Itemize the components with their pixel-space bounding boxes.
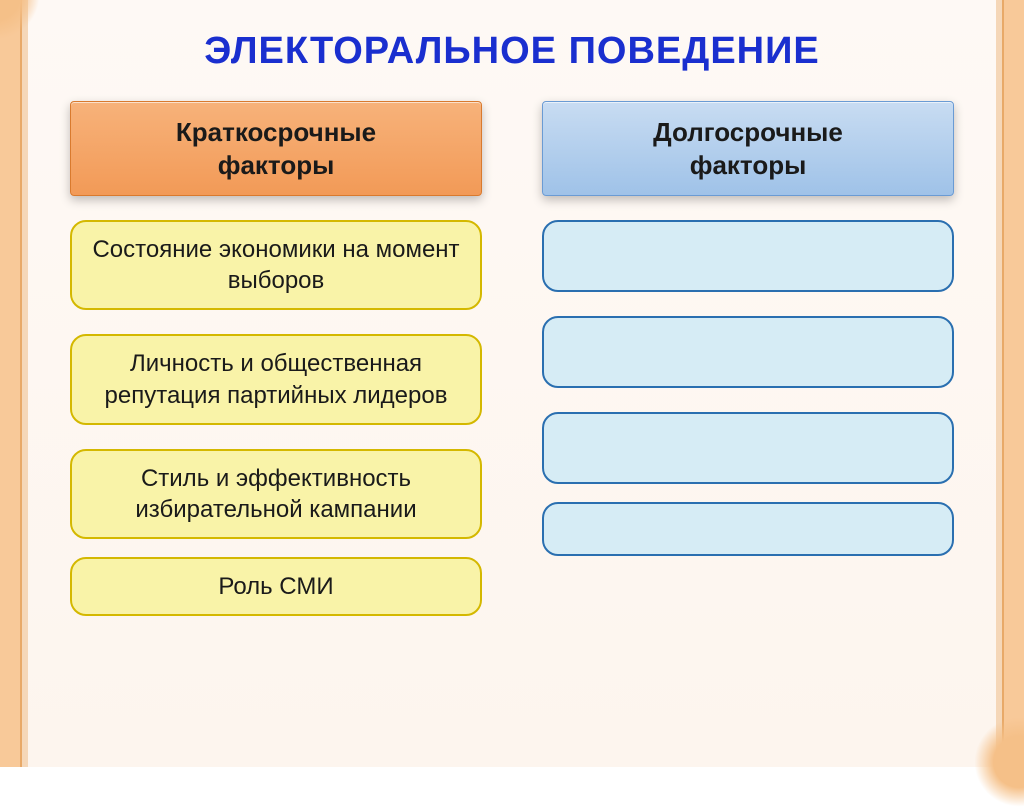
left-header-line1: Краткосрочные — [176, 117, 376, 147]
right-column-header: Долгосрочные факторы — [542, 101, 954, 196]
right-item-3 — [542, 412, 954, 484]
left-item-4: Роль СМИ — [70, 557, 482, 616]
left-header-line2: факторы — [218, 150, 335, 180]
right-rail-decoration — [1002, 0, 1024, 767]
right-item-4 — [542, 502, 954, 556]
left-item-1: Состояние экономики на момент выборов — [70, 220, 482, 310]
left-item-3: Стиль и эффективность избирательной камп… — [70, 449, 482, 539]
slide-background: ЭЛЕКТОРАЛЬНОЕ ПОВЕДЕНИЕ Краткосрочные фа… — [0, 0, 1024, 767]
left-column-header: Краткосрочные факторы — [70, 101, 482, 196]
right-item-2 — [542, 316, 954, 388]
left-rail-decoration — [0, 0, 22, 767]
right-column: Долгосрочные факторы — [542, 101, 954, 616]
left-column: Краткосрочные факторы Состояние экономик… — [70, 101, 482, 616]
right-item-1 — [542, 220, 954, 292]
right-header-line2: факторы — [690, 150, 807, 180]
content-area: ЭЛЕКТОРАЛЬНОЕ ПОВЕДЕНИЕ Краткосрочные фа… — [40, 0, 984, 767]
left-item-2: Личность и общественная репутация партий… — [70, 334, 482, 424]
right-header-line1: Долгосрочные — [653, 117, 843, 147]
columns-container: Краткосрочные факторы Состояние экономик… — [60, 101, 964, 616]
slide-title: ЭЛЕКТОРАЛЬНОЕ ПОВЕДЕНИЕ — [60, 30, 964, 73]
